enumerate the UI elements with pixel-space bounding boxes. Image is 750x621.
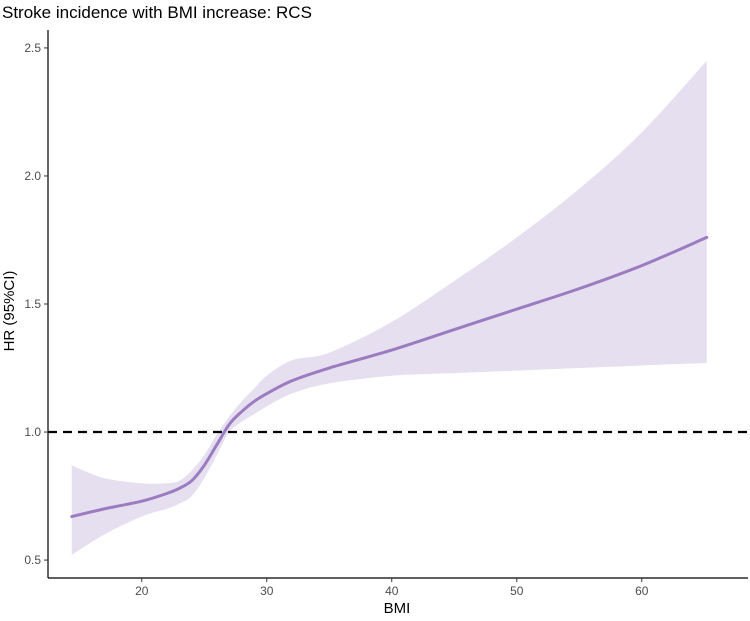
confidence-band-layer (71, 60, 707, 555)
y-tick-label: 1.0 (24, 425, 41, 439)
y-axis-title: HR (95%CI) (1, 271, 18, 352)
hr-line-layer (70, 235, 709, 519)
hr-line (70, 235, 709, 519)
x-tick-label: 20 (135, 584, 149, 598)
y-tick-label: 2.0 (24, 169, 41, 183)
y-tick-label: 2.5 (24, 41, 41, 55)
confidence-band (71, 60, 707, 555)
y-tick-label: 0.5 (24, 553, 41, 567)
y-tick-label: 1.5 (24, 297, 41, 311)
x-axis-title: BMI (384, 600, 411, 617)
axes-layer: 0.5 1.0 1.5 2.0 2.5 20 30 40 50 60 (24, 30, 748, 598)
x-tick-label: 60 (635, 584, 649, 598)
x-tick-label: 40 (385, 584, 399, 598)
x-tick-label: 50 (510, 584, 524, 598)
chart-title: Stroke incidence with BMI increase: RCS (2, 3, 312, 22)
x-tick-label: 30 (260, 584, 274, 598)
